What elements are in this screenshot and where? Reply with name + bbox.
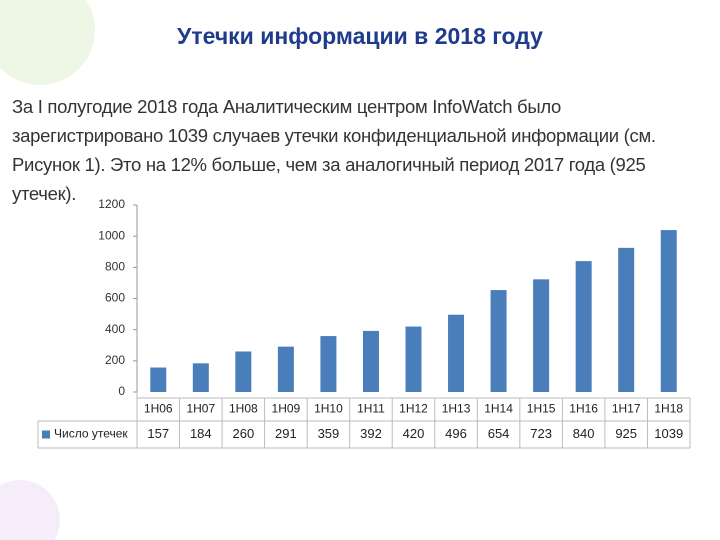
x-tick-label: 1H14 [484,402,513,416]
x-tick-label: 1H06 [144,402,173,416]
table-value: 496 [445,426,467,441]
bar [405,326,422,392]
table-value: 1039 [654,426,683,441]
bar [575,261,592,392]
table-value: 840 [573,426,595,441]
x-tick-label: 1H18 [654,402,683,416]
decoration [0,480,60,540]
x-tick-label: 1H17 [612,402,641,416]
y-tick-label: 1200 [98,197,125,211]
y-tick-label: 400 [105,322,125,336]
bar [150,367,167,392]
table-value: 157 [147,426,169,441]
x-tick-label: 1H13 [442,402,471,416]
table-value: 359 [318,426,340,441]
x-tick-label: 1H11 [357,402,385,416]
x-tick-label: 1H07 [186,402,215,416]
table-value: 184 [190,426,212,441]
table-value: 723 [530,426,552,441]
bar [277,346,294,392]
x-tick-label: 1H10 [314,402,343,416]
table-value: 925 [615,426,637,441]
y-tick-label: 0 [118,384,125,398]
bar [533,279,550,392]
bar [618,247,635,392]
x-tick-label: 1H09 [272,402,301,416]
bar [660,230,677,392]
bar [490,290,507,392]
bar [320,336,337,392]
x-tick-label: 1H15 [527,402,556,416]
legend-label: Число утечек [54,427,128,441]
table-value: 392 [360,426,382,441]
bar [235,351,252,392]
chart-title: Утечки информации в 2018 году [177,23,543,49]
bar [192,363,209,392]
x-tick-label: 1H12 [399,402,428,416]
bar [448,314,465,392]
x-tick-label: 1H16 [569,402,598,416]
x-tick-label: 1H08 [229,402,258,416]
table-value: 654 [488,426,510,441]
y-tick-label: 1000 [98,228,125,242]
table-value: 291 [275,426,297,441]
y-tick-label: 600 [105,291,125,305]
legend-swatch [42,430,50,439]
y-tick-label: 200 [105,353,125,367]
bar [362,330,379,392]
decoration [0,0,95,85]
subtitle: За I полугодие 2018 года Аналитическим ц… [12,96,656,204]
table-value: 420 [403,426,425,441]
table-value: 260 [232,426,254,441]
y-tick-label: 800 [105,260,125,274]
